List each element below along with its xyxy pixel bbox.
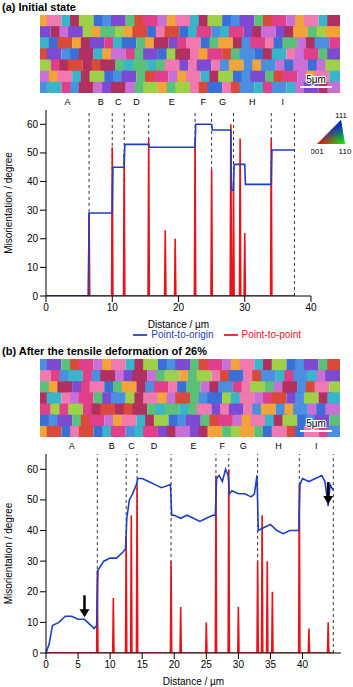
svg-text:10: 10 — [27, 262, 39, 273]
svg-text:B: B — [98, 97, 104, 107]
svg-text:G: G — [219, 97, 226, 107]
svg-text:10: 10 — [105, 659, 117, 670]
svg-text:110: 110 — [339, 147, 352, 156]
svg-text:5μm: 5μm — [306, 74, 326, 85]
html-text:(a) Initial state: (a) Initial state — [2, 1, 76, 13]
svg-text:40: 40 — [27, 525, 39, 536]
svg-text:60: 60 — [27, 464, 39, 475]
svg-text:A: A — [65, 97, 71, 107]
svg-text:50: 50 — [27, 147, 39, 158]
svg-text:5μm: 5μm — [306, 418, 326, 429]
svg-text:20: 20 — [169, 659, 181, 670]
svg-text:111: 111 — [335, 111, 348, 120]
svg-text:15: 15 — [137, 659, 149, 670]
svg-text:20: 20 — [27, 233, 39, 244]
svg-text:B: B — [109, 441, 115, 451]
svg-text:40: 40 — [305, 302, 317, 313]
svg-text:G: G — [240, 441, 247, 451]
svg-text:Distance / µm: Distance / µm — [163, 676, 224, 687]
svg-text:I: I — [282, 97, 285, 107]
svg-text:20: 20 — [27, 586, 39, 597]
svg-text:25: 25 — [201, 659, 213, 670]
svg-text:40: 40 — [297, 659, 309, 670]
svg-text:E: E — [190, 441, 196, 451]
svg-text:50: 50 — [27, 494, 39, 505]
svg-text:D: D — [133, 97, 140, 107]
svg-text:60: 60 — [27, 119, 39, 130]
svg-text:30: 30 — [27, 205, 39, 216]
svg-text:F: F — [220, 441, 226, 451]
svg-text:H: H — [275, 441, 282, 451]
svg-text:10: 10 — [27, 617, 39, 628]
svg-text:10: 10 — [107, 302, 119, 313]
svg-text:35: 35 — [265, 659, 277, 670]
svg-text:H: H — [249, 97, 256, 107]
svg-text:5: 5 — [75, 659, 81, 670]
svg-text:0: 0 — [32, 648, 38, 659]
svg-text:Distance / µm: Distance / µm — [148, 319, 209, 330]
html-text:Point-to-point: Point-to-point — [241, 328, 301, 340]
svg-text:001: 001 — [311, 147, 324, 156]
svg-text:30: 30 — [233, 659, 245, 670]
svg-text:E: E — [169, 97, 175, 107]
html-text:Point-to-origin: Point-to-origin — [151, 328, 214, 340]
svg-text:A: A — [69, 441, 75, 451]
svg-text:0: 0 — [32, 291, 38, 302]
svg-text:I: I — [315, 441, 318, 451]
svg-text:Misorientation / degree: Misorientation / degree — [3, 502, 14, 604]
svg-text:30: 30 — [27, 556, 39, 567]
svg-text:Misorientation / degree: Misorientation / degree — [3, 152, 14, 254]
svg-text:20: 20 — [173, 302, 185, 313]
svg-text:D: D — [151, 441, 158, 451]
svg-text:30: 30 — [239, 302, 251, 313]
svg-text:C: C — [128, 441, 135, 451]
svg-text:C: C — [115, 97, 122, 107]
html-text:(b) After the tensile deformat: (b) After the tensile deformation of 26% — [2, 345, 207, 357]
svg-text:0: 0 — [43, 302, 49, 313]
svg-text:0: 0 — [43, 659, 49, 670]
svg-text:F: F — [201, 97, 207, 107]
svg-text:40: 40 — [27, 176, 39, 187]
